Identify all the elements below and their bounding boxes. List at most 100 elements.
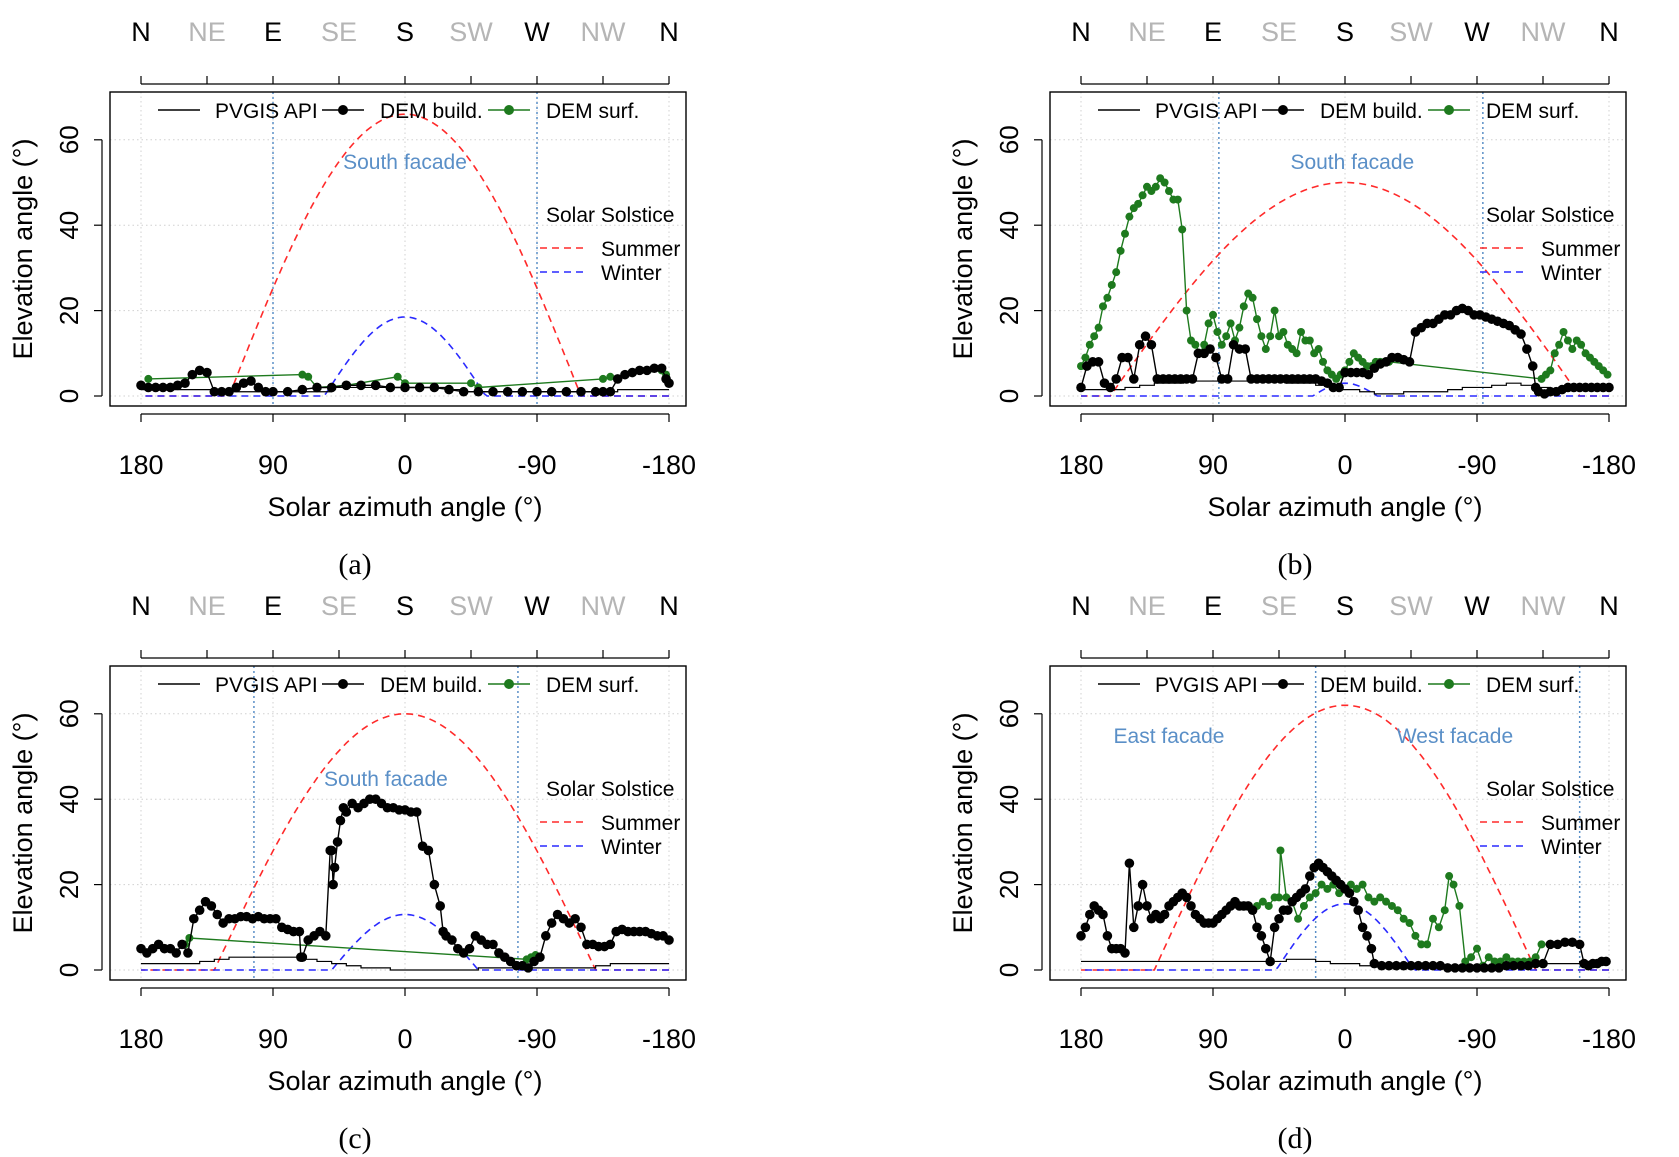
dem-surf-point bbox=[1270, 306, 1279, 315]
dem-build-point bbox=[1181, 892, 1192, 903]
compass-label: SE bbox=[321, 591, 357, 621]
dem-build-point bbox=[136, 380, 146, 391]
dem-build-point bbox=[224, 386, 234, 397]
dem-build-point bbox=[216, 386, 227, 397]
dem-build-point bbox=[612, 374, 623, 384]
dem-build-point bbox=[329, 862, 340, 873]
dem-build-point bbox=[1567, 937, 1578, 948]
dem-build-point bbox=[1442, 963, 1453, 973]
dem-build-point bbox=[158, 382, 168, 393]
dem-build-point bbox=[1123, 352, 1133, 363]
x-tick-label: 0 bbox=[397, 1024, 412, 1054]
dem-build-point bbox=[1261, 943, 1271, 954]
plot-frame bbox=[109, 91, 687, 407]
winter-solstice-curve bbox=[1081, 382, 1609, 397]
dem-build-point bbox=[1134, 339, 1145, 350]
compass-label: W bbox=[524, 17, 550, 47]
dem-build-point bbox=[1552, 939, 1563, 950]
x-tick-label: 0 bbox=[397, 450, 412, 480]
y-tick-label: 60 bbox=[994, 699, 1024, 728]
facade-label: South facade bbox=[343, 151, 467, 174]
dem-build-point bbox=[627, 367, 638, 378]
panel-caption: (a) bbox=[338, 548, 371, 581]
dem-build-point bbox=[321, 931, 331, 941]
dem-build-point bbox=[1369, 958, 1380, 969]
dem-surf-point bbox=[1213, 327, 1222, 336]
dem-surf-point bbox=[1107, 280, 1116, 289]
dem-build-point bbox=[1129, 922, 1139, 933]
y-axis-label: Elevation angle (°) bbox=[948, 139, 978, 360]
dem-build-point bbox=[150, 382, 161, 393]
legend-dem-surf-marker bbox=[504, 679, 514, 689]
dem-surf-point bbox=[1294, 914, 1303, 923]
dem-build-point bbox=[414, 382, 425, 393]
dem-surf-point bbox=[1103, 293, 1112, 302]
x-tick-label: -90 bbox=[517, 1024, 556, 1054]
dem-build-point bbox=[1363, 369, 1374, 380]
dem-surf-point bbox=[1555, 340, 1564, 349]
dem-surf-point bbox=[1577, 340, 1586, 349]
dem-build-point bbox=[1205, 344, 1215, 354]
legend-dem-build-label: DEM build. bbox=[380, 100, 483, 123]
legend-dem-build-marker bbox=[1278, 679, 1288, 689]
dem-build-point bbox=[1080, 922, 1091, 933]
dem-surf-point bbox=[1314, 345, 1323, 354]
dem-build-point bbox=[326, 845, 337, 856]
dem-surf-point bbox=[1376, 893, 1385, 902]
dem-build-point bbox=[268, 386, 278, 397]
legend-dem-surf-marker bbox=[1444, 679, 1454, 689]
y-tick-label: 20 bbox=[54, 296, 84, 325]
dem-build-point bbox=[1305, 871, 1315, 881]
dem-build-point bbox=[1105, 382, 1116, 393]
panel-b: 0 20 40 60 Elevation angle (°) 180 90 0 -90 -180 S… bbox=[948, 17, 1636, 581]
legend-summer-label: Summer bbox=[1541, 238, 1620, 261]
dem-build-point bbox=[1501, 960, 1512, 971]
dem-surf-point bbox=[1138, 191, 1147, 200]
summer-solstice-curve bbox=[1081, 704, 1609, 971]
dem-build-point bbox=[411, 807, 422, 817]
compass-label: N bbox=[1071, 591, 1091, 621]
dem-surf-point bbox=[1178, 225, 1187, 234]
plot-frame bbox=[1049, 91, 1627, 407]
compass-label: S bbox=[396, 591, 414, 621]
dem-build-point bbox=[1137, 879, 1148, 890]
dem-build-point bbox=[282, 386, 293, 397]
compass-label: S bbox=[1336, 17, 1354, 47]
compass-label: W bbox=[1464, 591, 1490, 621]
dem-surf-point bbox=[1449, 880, 1458, 889]
dem-build-point bbox=[576, 386, 586, 397]
x-tick-label: -90 bbox=[1457, 1024, 1496, 1054]
dem-surf-point bbox=[1537, 940, 1546, 949]
dem-build-point bbox=[1384, 960, 1394, 971]
dem-surf-point bbox=[1370, 897, 1379, 906]
dem-build-point bbox=[1076, 931, 1086, 941]
dem-build-point bbox=[1124, 858, 1135, 869]
dem-build-point bbox=[546, 386, 557, 397]
dem-build-point bbox=[1601, 956, 1611, 967]
dem-build-point bbox=[1211, 352, 1221, 363]
x-tick-label: -180 bbox=[642, 1024, 696, 1054]
y-tick-label: 20 bbox=[994, 296, 1024, 325]
legend-dem-surf-label: DEM surf. bbox=[1486, 674, 1579, 697]
dem-build-point bbox=[385, 382, 396, 393]
dem-surf-point bbox=[1275, 893, 1283, 902]
facade-label: West facade bbox=[1397, 725, 1513, 748]
compass-label: W bbox=[524, 591, 550, 621]
dem-build-point bbox=[1366, 943, 1377, 954]
dem-build-point bbox=[1428, 960, 1438, 971]
dem-surf-point bbox=[1352, 884, 1361, 893]
compass-label: NE bbox=[1128, 591, 1166, 621]
dem-surf-point bbox=[1266, 332, 1275, 341]
dem-surf-point bbox=[1603, 370, 1612, 379]
dem-build-point bbox=[1186, 901, 1196, 911]
dem-build-point bbox=[1516, 329, 1526, 339]
dem-surf-point bbox=[1434, 923, 1443, 932]
compass-label: SW bbox=[449, 591, 493, 621]
dem-build-point bbox=[1129, 374, 1139, 384]
legend-dem-build-marker bbox=[338, 105, 348, 115]
dem-build-point bbox=[620, 369, 630, 380]
compass-label: NW bbox=[581, 17, 626, 47]
dem-build-point bbox=[541, 931, 551, 941]
dem-build-point bbox=[1265, 956, 1275, 967]
y-tick-label: 40 bbox=[994, 211, 1024, 240]
